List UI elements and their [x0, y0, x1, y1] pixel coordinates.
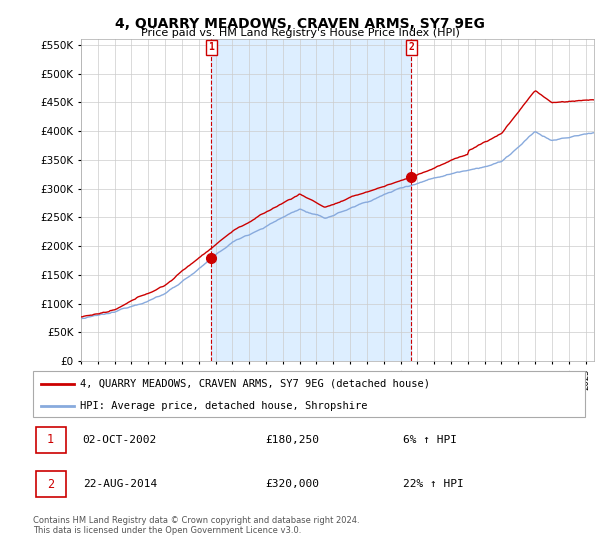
Text: 1: 1 — [47, 433, 54, 446]
FancyBboxPatch shape — [36, 427, 66, 452]
Text: 2: 2 — [409, 42, 414, 52]
Text: Price paid vs. HM Land Registry's House Price Index (HPI): Price paid vs. HM Land Registry's House … — [140, 28, 460, 38]
Text: HPI: Average price, detached house, Shropshire: HPI: Average price, detached house, Shro… — [80, 401, 367, 411]
FancyBboxPatch shape — [33, 371, 585, 417]
Text: 2: 2 — [47, 478, 54, 491]
Bar — [211, 39, 412, 361]
Text: 22% ↑ HPI: 22% ↑ HPI — [403, 479, 464, 489]
Text: £320,000: £320,000 — [265, 479, 319, 489]
Text: Contains HM Land Registry data © Crown copyright and database right 2024.: Contains HM Land Registry data © Crown c… — [33, 516, 359, 525]
Text: 6% ↑ HPI: 6% ↑ HPI — [403, 435, 457, 445]
Text: 1: 1 — [208, 42, 214, 52]
Text: £180,250: £180,250 — [265, 435, 319, 445]
Text: This data is licensed under the Open Government Licence v3.0.: This data is licensed under the Open Gov… — [33, 526, 301, 535]
Text: 4, QUARRY MEADOWS, CRAVEN ARMS, SY7 9EG: 4, QUARRY MEADOWS, CRAVEN ARMS, SY7 9EG — [115, 17, 485, 31]
Text: 22-AUG-2014: 22-AUG-2014 — [83, 479, 157, 489]
Text: 4, QUARRY MEADOWS, CRAVEN ARMS, SY7 9EG (detached house): 4, QUARRY MEADOWS, CRAVEN ARMS, SY7 9EG … — [80, 379, 430, 389]
Text: 02-OCT-2002: 02-OCT-2002 — [83, 435, 157, 445]
FancyBboxPatch shape — [36, 472, 66, 497]
